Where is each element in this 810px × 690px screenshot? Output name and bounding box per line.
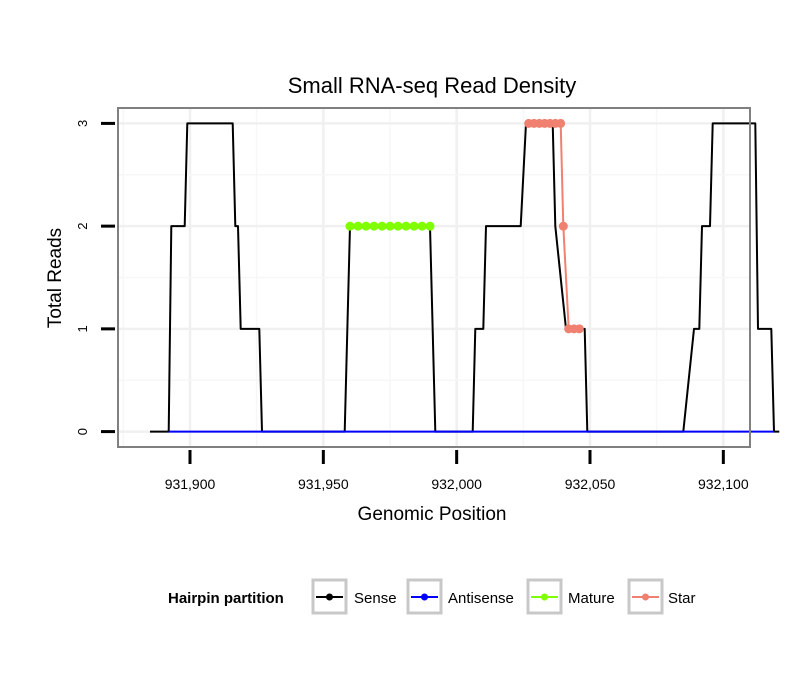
x-axis-label: Genomic Position [358,504,507,525]
data-point-mature [369,221,379,231]
x-tick-label: 932,050 [565,476,616,492]
legend-item-mature: Mature [526,578,615,615]
data-point-mature [345,221,355,231]
legend-item-star: Star [627,578,696,615]
data-point-star [558,221,568,231]
legend-label-antisense: Antisense [448,590,514,607]
data-point-mature [377,221,387,231]
x-tick-label: 931,900 [165,476,216,492]
y-tick-label: 3 [75,120,90,127]
data-point-mature [361,221,371,231]
x-axis: 931,900 931,950 932,000 932,050 932,100 [165,450,749,492]
chart-title: Small RNA-seq Read Density [288,73,577,98]
data-point-mature [409,221,419,231]
y-axis: 0 1 2 3 [75,120,115,435]
y-tick-label: 2 [75,223,90,230]
legend-item-antisense: Antisense [406,578,514,615]
series-points [345,118,584,334]
legend-label-sense: Sense [354,590,397,607]
legend-label-star: Star [668,590,696,607]
data-point-mature [401,221,411,231]
data-point-mature [417,221,427,231]
legend-item-sense: Sense [311,578,397,615]
data-point-mature [353,221,363,231]
legend-title: Hairpin partition [168,590,284,607]
y-tick-label: 1 [75,325,90,332]
series-line-sense [150,122,780,433]
data-point-mature [393,221,403,231]
y-axis-label: Total Reads [45,228,66,328]
x-tick-label: 932,000 [431,476,482,492]
x-tick-label: 931,950 [298,476,349,492]
data-point-star [574,324,584,334]
data-point-star [556,118,566,128]
plot-panel-border [117,107,751,448]
legend-key-point [541,593,548,601]
data-point-mature [385,221,395,231]
legend: Hairpin partition Sense Antisense Mature… [168,578,696,615]
legend-label-mature: Mature [568,590,615,607]
data-point-mature [425,221,435,231]
legend-key-point [326,593,333,601]
y-tick-label: 0 [75,428,90,435]
legend-key-point [642,593,649,601]
x-tick-label: 932,100 [698,476,749,492]
legend-key-point [421,593,428,601]
